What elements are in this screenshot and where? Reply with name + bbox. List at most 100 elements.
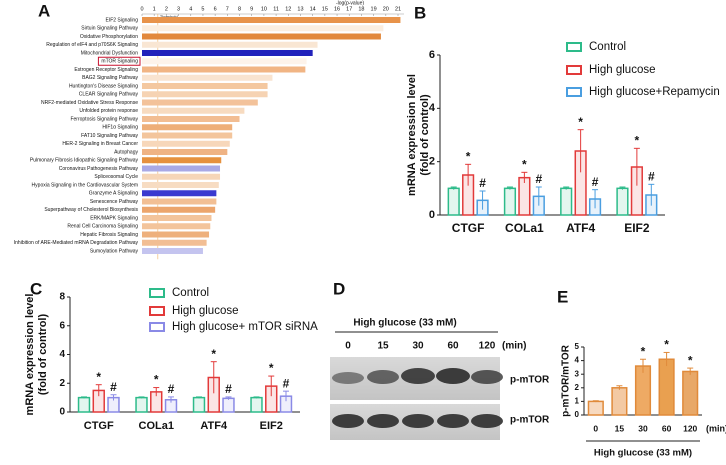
time-label: 30 [412,341,424,352]
y-tick-label: 1 [575,397,580,406]
x-tick-label: CTGF [452,221,485,235]
bar [142,149,228,155]
legend-swatch [566,65,582,75]
legend-label: High glucose [589,64,655,76]
y-tick-label: 0 [59,407,65,418]
bar [142,157,222,164]
significance-marker: # [479,176,486,190]
x-tick-label: 60 [662,423,672,433]
y-tick-label: Unfolded protein response [79,108,138,114]
panel-letter: A [38,1,50,20]
y-tick-label: 6 [429,49,435,61]
y-tick-label: Ferroptosis Signaling Pathway [70,116,138,122]
y-tick-label: 4 [59,349,65,360]
significance-marker: # [283,376,290,390]
y-tick-label: Estrogen Receptor Signaling [74,67,138,73]
significance-marker: * [578,115,583,129]
y-tick-label: HIF1α Signaling [102,125,138,131]
x-tick-label: 0 [140,6,143,12]
bar [142,132,233,139]
x-tick-label: ATF4 [200,420,228,432]
legend-label: Control [172,287,209,299]
bar [447,187,460,216]
bar [135,396,148,413]
y-tick-label: Regulation of eIF4 and p70S6K Signaling [46,42,138,48]
x-tick-label: 16 [334,6,340,12]
y-tick-label: Pulmonary Fibrosis Idiopathic Signaling … [30,158,139,164]
x-tick-label: 18 [358,6,364,12]
y-tick-label: HER-2 Signaling in Breast Cancer [62,141,138,147]
x-tick-label: 120 [683,423,697,433]
y-tick-label: CLEAR Signaling Pathway [79,92,139,98]
y-tick-label: Hypoxia Signaling in the Cardiovascular … [32,182,138,188]
legend-swatch [149,322,165,332]
x-tick-label: CTGF [84,420,114,432]
x-tick-label: 11 [273,6,279,12]
legend-label: High glucose+ mTOR siRNA [172,321,318,333]
y-tick-label: Sumoylation Pathway [90,248,139,254]
significance-marker: # [535,172,542,186]
y-axis-title: p-mTOR/mTOR [561,344,572,417]
bar [142,239,207,246]
blot-label: p-mTOR [510,375,550,386]
bar [142,173,221,180]
time-label: 0 [345,341,351,352]
y-tick-label: Spliceosomal Cycle [94,174,138,180]
significance-marker: * [664,338,669,352]
legend-swatch [149,288,165,298]
legend-label: High glucose [172,305,238,317]
y-tick-label: mTOR Signaling [101,59,138,65]
x-tick-label: 14 [310,6,316,12]
time-label: 60 [447,341,459,352]
bar [142,58,307,65]
x-tick-label: 13 [297,6,303,12]
x-tick-label: 8 [238,6,241,12]
x-axis-title: -log(p-value) [336,0,364,6]
threshold-label: Threshold [160,14,178,19]
x-tick-label: EIF2 [260,420,283,432]
bar [142,190,217,197]
y-tick-label: Coronavirus Pathogenesis Pathway [59,166,139,172]
significance-marker: * [269,361,274,375]
y-tick-label: BAG2 Signaling Pathway [82,75,138,81]
x-tick-label: 12 [285,6,291,12]
bar [611,387,628,416]
bar [503,187,517,216]
bar [634,365,652,416]
x-tick-label: 21 [395,6,401,12]
y-tick-label: Oxidative Phosphorylation [80,34,138,40]
y-tick-label: 8 [59,292,65,303]
significance-marker: * [522,158,527,172]
x-tick-label: 1 [153,6,156,12]
legend-label: Control [589,41,626,53]
y-tick-label: Huntington's Disease Signaling [69,83,138,89]
y-tick-label: ERK/MAPK Signaling [90,215,138,221]
bar [142,116,240,122]
bar [142,248,203,254]
bar [192,396,206,413]
x-axis-title: High glucose (33 mM) [594,448,692,459]
bar [142,74,273,81]
significance-marker: # [225,382,232,396]
bar [142,107,245,114]
bar [518,176,531,216]
blot-label: p-mTOR [510,415,550,426]
blot-bands [332,368,503,384]
bar [77,396,91,413]
legend-swatch [566,87,582,97]
bar [682,370,699,416]
y-tick-label: Autophagy [114,149,138,155]
bar [142,124,233,131]
y-axis-title: mRNA expression level [406,74,418,196]
x-tick-label: ATF4 [566,221,595,235]
legend-swatch [149,306,165,316]
y-tick-label: 2 [575,383,580,392]
x-tick-label: 10 [261,6,267,12]
x-tick-label: COLa1 [505,221,544,235]
blot-condition: High glucose (33 mM) [353,318,456,329]
legend-swatch [566,42,582,52]
blot-bands [332,414,503,428]
bar [142,41,318,48]
y-axis-title: (fold of control) [37,314,49,396]
